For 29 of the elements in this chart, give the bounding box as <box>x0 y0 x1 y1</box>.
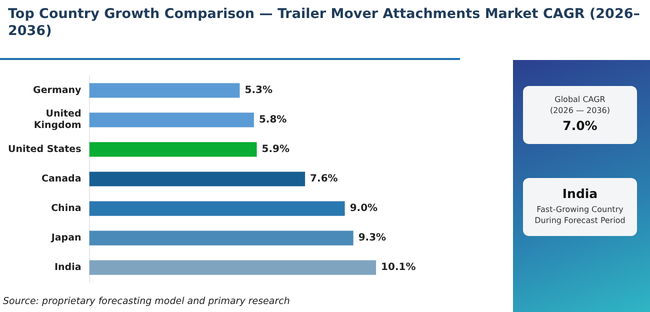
text: (2026 — 2036) <box>548 105 612 116</box>
chart-title: Top Country Growth Comparison — Trailer Mover Attachments Market CAGR (2026–2036) <box>8 6 641 40</box>
y-tick-label: Germany <box>33 84 82 96</box>
bar <box>89 172 306 186</box>
data-label: 5.3% <box>244 85 272 96</box>
text: During Forecast Period <box>534 215 626 226</box>
y-tick-label: China <box>51 202 82 214</box>
data-label: 10.1% <box>381 262 416 274</box>
bar <box>89 230 354 246</box>
source-note: Source: proprietary forecasting model and primary research <box>3 296 290 307</box>
y-tick-label: Japan <box>50 232 82 244</box>
data-label: 9.3% <box>358 232 386 244</box>
data-label: 5.9% <box>262 144 290 156</box>
data-label: 7.6% <box>310 174 338 185</box>
bar <box>89 83 240 98</box>
text: 7.0% <box>562 117 598 135</box>
text: Fast-Growing Country <box>536 204 624 215</box>
data-label: 5.8% <box>258 114 287 126</box>
bar <box>89 201 345 216</box>
y-tick-label: United Kingdom <box>34 108 82 132</box>
y-tick-label: India <box>54 262 82 274</box>
bar <box>89 112 254 128</box>
bar <box>89 142 257 157</box>
bar <box>89 260 376 275</box>
y-tick-label: Canada <box>41 173 82 184</box>
data-label: 9.0% <box>350 203 378 214</box>
text: Global CAGR <box>554 94 606 105</box>
text: India <box>561 185 599 203</box>
y-tick-label: United States <box>8 144 82 155</box>
